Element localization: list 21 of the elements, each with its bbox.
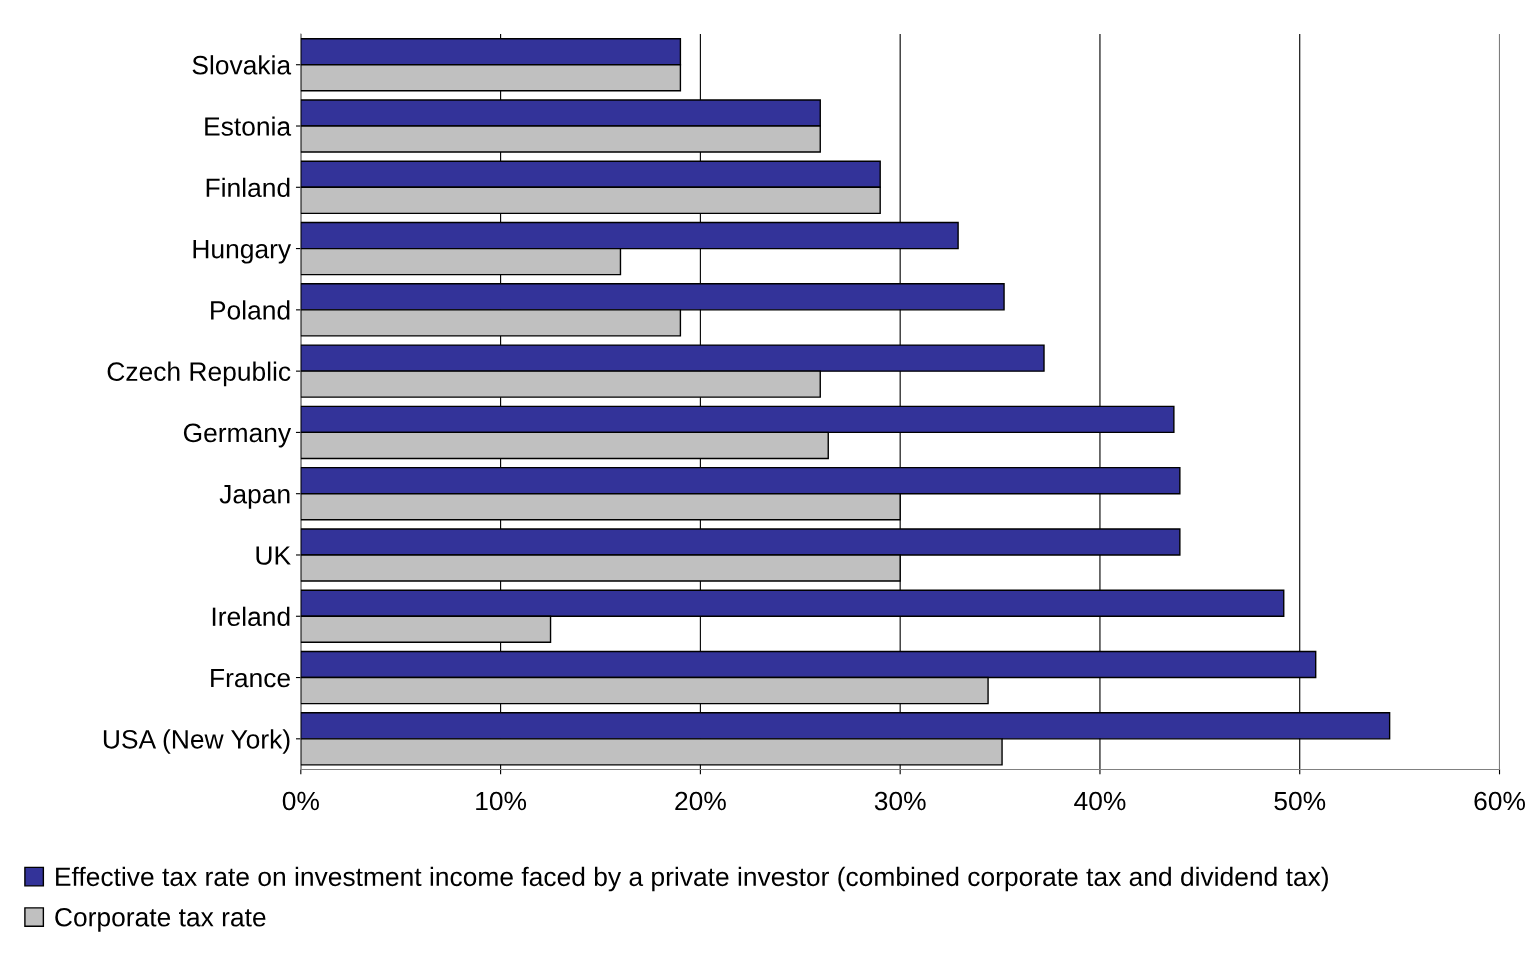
y-tick-label: Slovakia [192, 55, 292, 75]
legend-label: Corporate tax rate [55, 907, 266, 932]
y-tick-label: Finland [206, 177, 290, 198]
y-tick-label: UK [256, 546, 291, 565]
y-tick-label: USA (New York) [103, 729, 290, 754]
x-tick-label: 30% [874, 791, 926, 811]
y-tick-label: Ireland [212, 606, 290, 627]
x-tick-label: 60% [1474, 791, 1525, 811]
y-tick-label: Japan [219, 485, 290, 509]
x-tick-label: 20% [675, 791, 726, 811]
x-tick-label: 50% [1274, 791, 1326, 811]
y-tick-label: Estonia [205, 116, 292, 136]
x-tick-label: 40% [1074, 791, 1126, 811]
y-tick-label: Germany [183, 423, 292, 448]
y-tick-label: Hungary [193, 239, 292, 264]
y-tick-label: France [211, 668, 290, 688]
x-tick-label: 0% [282, 791, 319, 811]
legend-label: Effective tax rate on investment income faced by a private investor (combined corporate tax and dividend tax) [56, 866, 1328, 892]
y-tick-label: Czech Republic [107, 361, 291, 387]
y-tick-label: Poland [211, 300, 290, 320]
x-tick-label: 10% [476, 791, 527, 811]
